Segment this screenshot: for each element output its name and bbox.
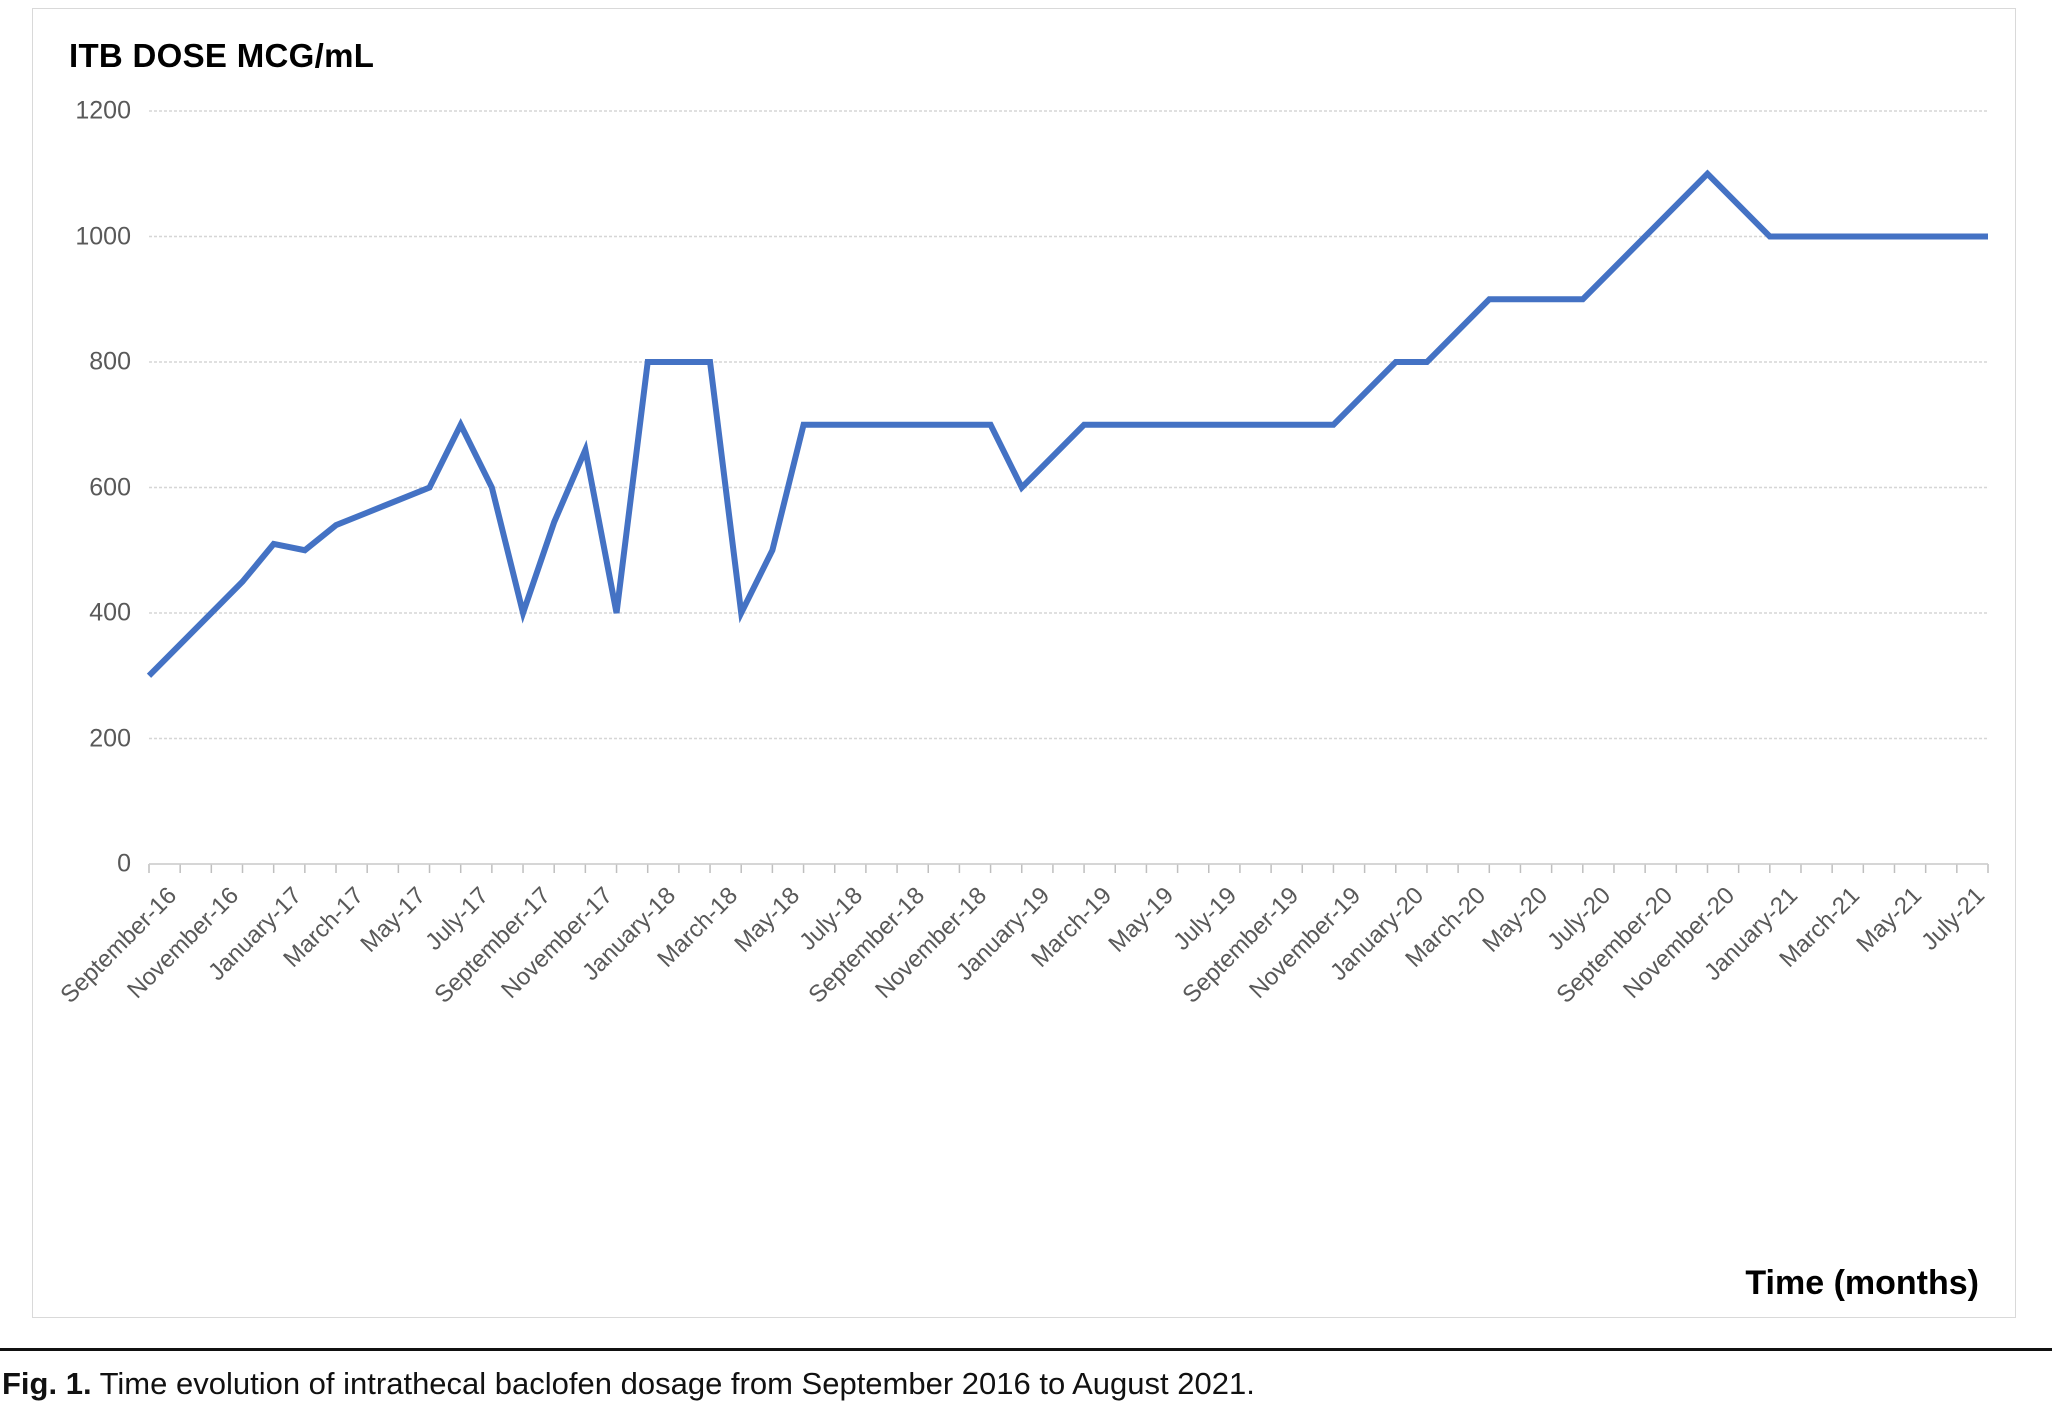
chart-title: ITB DOSE MCG/mL: [69, 37, 375, 74]
figure-caption: Fig. 1. Time evolution of intrathecal ba…: [2, 1366, 2042, 1402]
plot-area: 0 200 400 600 800 1000 1200 September-16 Novemb…: [33, 9, 2017, 1319]
y-tick-label: 400: [89, 598, 131, 627]
caption-divider: [0, 1348, 2052, 1351]
x-axis-title: Time (months): [1745, 1264, 1979, 1302]
chart-container: ITB DOSE MCG/mL 0 200 400 600 800 1000 1200 Se…: [32, 8, 2016, 1318]
y-tick-label: 0: [117, 849, 131, 878]
y-tick-label: 800: [89, 347, 131, 376]
y-tick-label: 1000: [75, 222, 131, 250]
figure-number: Fig. 1.: [2, 1366, 92, 1401]
y-tick-label: 200: [89, 724, 131, 752]
y-tick-label: 600: [89, 473, 131, 501]
figure-caption-text: Time evolution of intrathecal baclofen d…: [91, 1366, 1255, 1401]
chart-plot-svg: [146, 110, 1989, 873]
y-tick-label: 1200: [75, 96, 131, 125]
